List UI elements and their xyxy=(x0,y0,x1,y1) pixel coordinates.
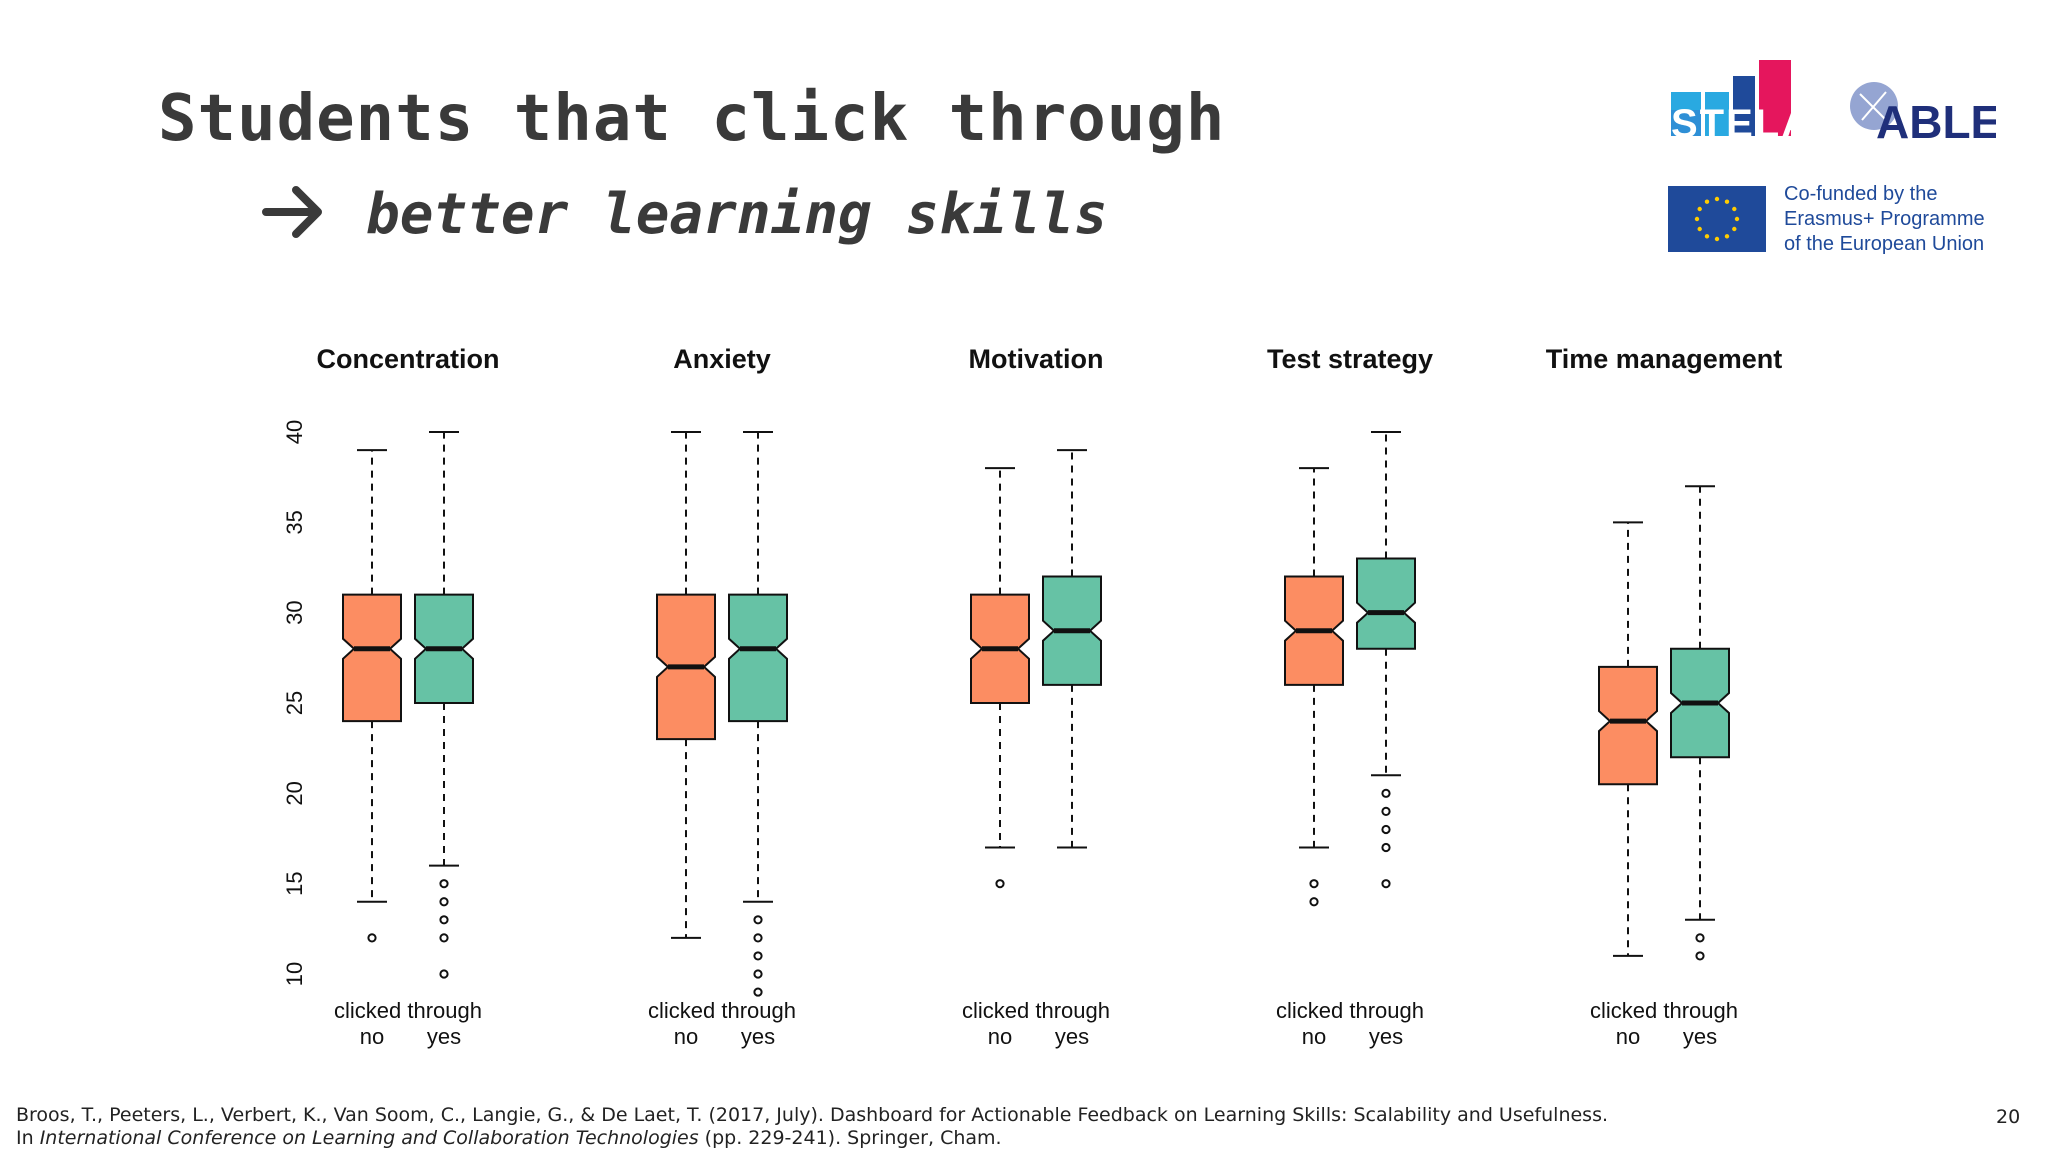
eu-star xyxy=(1714,236,1720,242)
arrow-right-icon xyxy=(262,186,322,238)
reference-line-1: Broos, T., Peeters, L., Verbert, K., Van… xyxy=(16,1104,1609,1126)
panel-title: Test strategy xyxy=(1267,344,1433,374)
able-logo: ABLE xyxy=(1850,82,1996,144)
outlier-point xyxy=(995,879,1005,889)
eu-star xyxy=(1697,226,1702,232)
eu-star xyxy=(1714,196,1720,202)
y-tick-label: 15 xyxy=(282,871,307,895)
group-tick-label: no xyxy=(360,1024,384,1049)
slide-title: Students that click through xyxy=(158,82,1226,156)
y-tick-label: 20 xyxy=(282,781,307,805)
group-tick-label: no xyxy=(1302,1024,1326,1049)
outlier-point xyxy=(1309,879,1319,889)
eu-flag-icon xyxy=(1668,186,1766,252)
stela-logo: STELA xyxy=(1671,60,1812,140)
eu-line: of the European Union xyxy=(1784,233,1985,255)
group-tick-label: yes xyxy=(427,1024,461,1049)
y-tick-label: 10 xyxy=(282,962,307,986)
reference-venue: International Conference on Learning and… xyxy=(39,1127,699,1149)
group-tick-label: yes xyxy=(1683,1024,1717,1049)
eu-star xyxy=(1732,206,1737,212)
eu-star xyxy=(1724,234,1730,239)
outlier-point xyxy=(1309,897,1319,907)
panel-title: Anxiety xyxy=(673,344,771,374)
outlier-point xyxy=(439,969,449,979)
x-axis-label: clicked through xyxy=(648,998,796,1023)
x-axis-label: clicked through xyxy=(962,998,1110,1023)
y-tick-label: 25 xyxy=(282,691,307,715)
outlier-point xyxy=(1381,842,1391,853)
boxplot-chart: 10 15 20 25 30 35 40 Concentration clicked throu… xyxy=(282,344,1783,1049)
outlier-point xyxy=(753,987,763,997)
box-no xyxy=(1598,665,1658,786)
eu-star xyxy=(1734,216,1740,222)
x-axis-label: clicked through xyxy=(1590,998,1738,1023)
box-no xyxy=(342,593,402,723)
box-yes xyxy=(728,593,788,723)
box-yes xyxy=(1356,557,1416,650)
panel-title: Time management xyxy=(1546,344,1783,374)
eu-line: Erasmus+ Programme xyxy=(1784,208,1985,230)
stela-logo-text: STELA xyxy=(1671,102,1812,140)
outlier-point xyxy=(753,915,763,925)
able-logo-text: ABLE xyxy=(1876,96,1996,144)
eu-star xyxy=(1704,234,1710,239)
group-tick-label: yes xyxy=(741,1024,775,1049)
outlier-point xyxy=(439,879,449,889)
y-tick-label: 30 xyxy=(282,600,307,624)
x-axis-label: clicked through xyxy=(334,998,482,1023)
outlier-point xyxy=(439,897,449,907)
eu-star xyxy=(1697,206,1702,212)
reference-line-2: In International Conference on Learning … xyxy=(16,1127,1608,1150)
page-number: 20 xyxy=(1996,1106,2021,1128)
outlier-point xyxy=(367,933,377,943)
group-tick-label: yes xyxy=(1055,1024,1089,1049)
eu-star xyxy=(1704,199,1710,204)
outlier-point xyxy=(1381,824,1391,835)
panel-title: Concentration xyxy=(316,344,499,374)
outlier-point xyxy=(1381,806,1391,817)
reference-pages: (pp. 229-241). Springer, Cham. xyxy=(698,1127,1002,1149)
group-tick-label: no xyxy=(988,1024,1012,1049)
x-axis-label: clicked through xyxy=(1276,998,1424,1023)
eu-line: Co-funded by the xyxy=(1784,183,1938,205)
eu-cofunded-text: Co-funded by the Erasmus+ Programme of t… xyxy=(1784,182,1985,257)
outlier-point xyxy=(753,933,763,943)
outlier-point xyxy=(439,915,449,925)
group-tick-label: no xyxy=(1616,1024,1640,1049)
reference-citation: Broos, T., Peeters, L., Verbert, K., Van… xyxy=(16,1104,1608,1150)
slide-subtitle: better learning skills xyxy=(366,182,1108,247)
outlier-point xyxy=(1381,879,1391,889)
eu-star xyxy=(1732,226,1737,232)
y-tick-label: 40 xyxy=(282,420,307,444)
group-tick-label: no xyxy=(674,1024,698,1049)
outlier-point xyxy=(1695,933,1705,943)
outlier-point xyxy=(1695,951,1705,961)
reference-prefix: In xyxy=(16,1127,40,1149)
y-tick-label: 35 xyxy=(282,510,307,534)
eu-star xyxy=(1694,216,1700,222)
outlier-point xyxy=(753,951,763,961)
outlier-point xyxy=(439,933,449,943)
outlier-point xyxy=(753,969,763,979)
panel-title: Motivation xyxy=(969,344,1104,374)
eu-star xyxy=(1724,199,1730,204)
outlier-point xyxy=(1381,788,1391,798)
group-tick-label: yes xyxy=(1369,1024,1403,1049)
